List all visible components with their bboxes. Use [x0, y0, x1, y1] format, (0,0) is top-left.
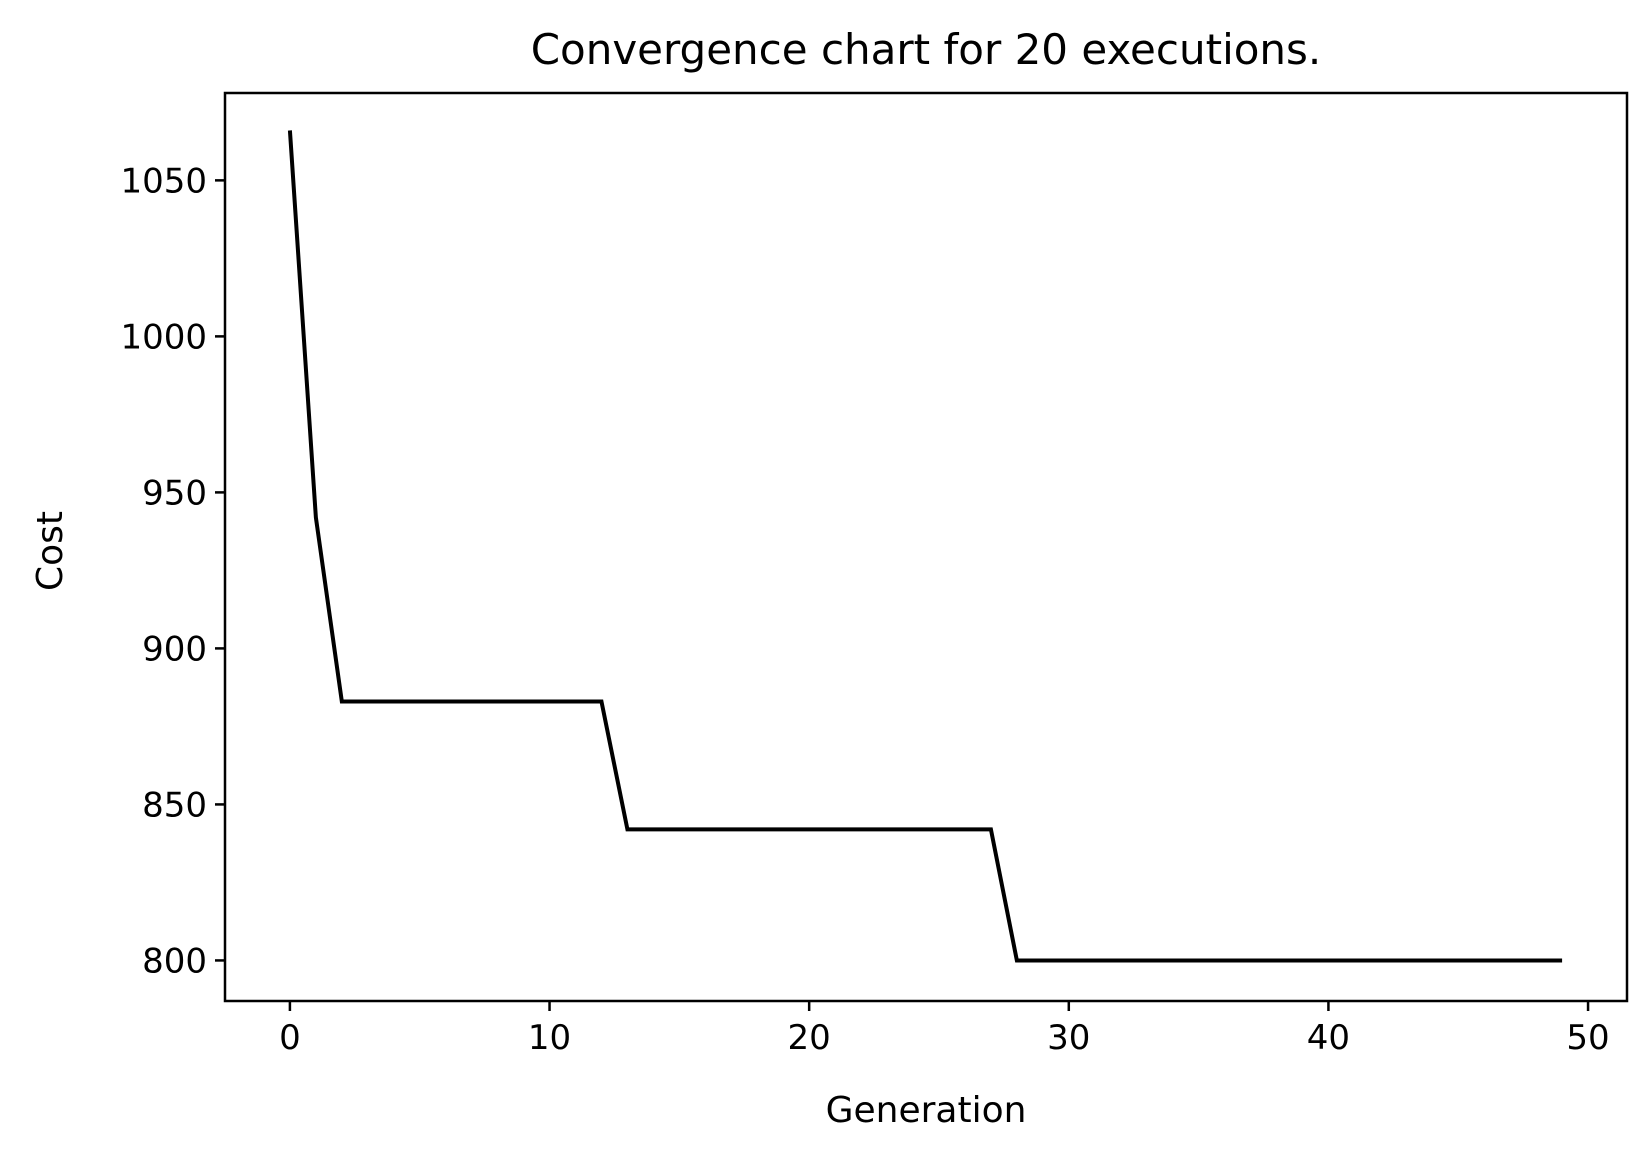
x-tick-label: 0: [279, 1018, 301, 1058]
y-axis: 800 850 900 950 1000 1050: [120, 161, 225, 981]
x-tick-label: 20: [788, 1018, 831, 1058]
x-tick-label: 10: [528, 1018, 571, 1058]
x-tick-label: 50: [1566, 1018, 1609, 1058]
series-layer: [287, 130, 1563, 963]
x-tick-label: 30: [1047, 1018, 1090, 1058]
x-axis: 0 10 20 30 40 50: [279, 1001, 1610, 1058]
y-tick-label: 1050: [120, 161, 207, 201]
plot-frame: [223, 91, 1629, 1003]
series-line-0: [287, 130, 1563, 963]
y-tick-label: 850: [142, 785, 207, 825]
y-tick-label: 950: [142, 473, 207, 513]
chart-title: Convergence chart for 20 executions.: [531, 25, 1322, 74]
x-tick-label: 40: [1307, 1018, 1350, 1058]
x-axis-title: Generation: [826, 1090, 1027, 1131]
y-tick-label: 1000: [120, 317, 207, 357]
y-axis-title: Cost: [30, 511, 71, 591]
y-tick-label: 900: [142, 629, 207, 669]
plot-area: 0 10 20 30 40 50 800 850 900 950 1000 1050: [120, 91, 1629, 1058]
y-tick-label: 800: [142, 941, 207, 981]
